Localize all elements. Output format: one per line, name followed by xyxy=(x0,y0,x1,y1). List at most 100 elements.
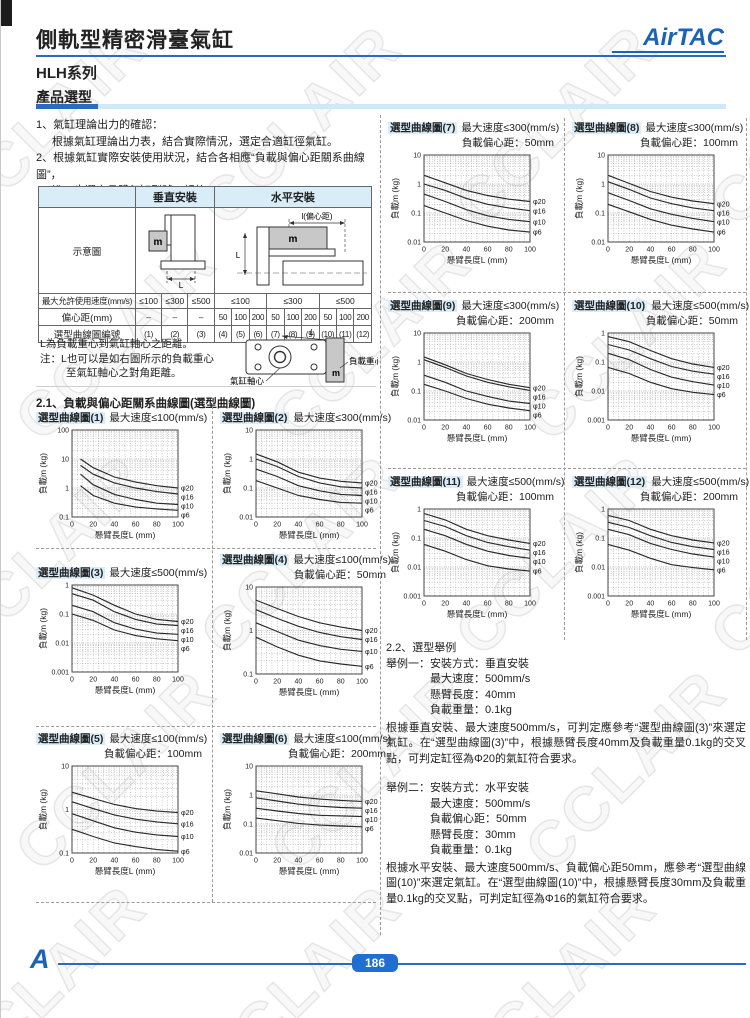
svg-text:100: 100 xyxy=(356,858,368,865)
svg-text:20: 20 xyxy=(441,425,449,432)
example2-paragraph: 根據水平安裝、最大速度500mm/s、負載偏心距50mm，應參考“選型曲線圖(1… xyxy=(386,861,746,905)
svg-text:1: 1 xyxy=(65,486,69,493)
chart-title: 選型曲線圖(1) xyxy=(36,412,106,424)
svg-text:懸臂長度L (mm): 懸臂長度L (mm) xyxy=(447,609,508,619)
svg-text:100: 100 xyxy=(708,601,720,608)
svg-text:100: 100 xyxy=(524,425,536,432)
selection-chart: 選型曲線圖(4) 最大速度≤100(mm/s) 負載偏心距：50mm 0.1 1 10 0 2… xyxy=(220,552,392,713)
svg-text:φ10: φ10 xyxy=(533,557,546,566)
svg-text:100: 100 xyxy=(57,428,69,435)
svg-text:負載m (kg): 負載m (kg) xyxy=(390,356,400,397)
svg-text:φ20: φ20 xyxy=(365,626,378,635)
svg-text:m: m xyxy=(288,234,297,245)
table-cell: 50 xyxy=(213,308,233,326)
chart-title: 選型曲線圖(4) xyxy=(220,554,290,566)
scan-artifact xyxy=(0,0,12,26)
table-cell: (3) xyxy=(187,325,215,343)
svg-text:φ20: φ20 xyxy=(181,808,194,817)
svg-text:1: 1 xyxy=(417,360,421,367)
svg-text:負載m (kg): 負載m (kg) xyxy=(390,178,400,219)
table-cell: ≤100 xyxy=(134,293,163,309)
svg-text:0.001: 0.001 xyxy=(403,594,421,601)
svg-text:20: 20 xyxy=(89,677,97,684)
svg-text:0: 0 xyxy=(70,677,74,684)
chart-title: 選型曲線圖(7) xyxy=(388,122,458,134)
chart-speed-label: 最大速度≤300(mm/s) xyxy=(645,122,744,134)
divider xyxy=(36,726,376,727)
chart-title: 選型曲線圖(8) xyxy=(572,122,642,134)
svg-text:0: 0 xyxy=(606,601,610,608)
svg-text:0.01: 0.01 xyxy=(591,240,605,247)
svg-text:60: 60 xyxy=(484,425,492,432)
svg-text:懸臂長度L (mm): 懸臂長度L (mm) xyxy=(95,685,156,695)
svg-text:40: 40 xyxy=(295,522,303,529)
svg-text:φ6: φ6 xyxy=(717,565,726,574)
row-label-eccentricity: 偏心距(mm) xyxy=(38,308,136,326)
svg-text:20: 20 xyxy=(625,247,633,254)
svg-text:負載m (kg): 負載m (kg) xyxy=(574,178,584,219)
selection-chart: 選型曲線圖(1) 最大速度≤100(mm/s) 0.1 1 10 100 0 20 40 60 80… xyxy=(36,410,208,556)
divider xyxy=(36,902,376,903)
svg-text:40: 40 xyxy=(111,858,119,865)
example2-line: 最大速度：500mm/s xyxy=(430,797,531,810)
svg-text:1: 1 xyxy=(249,628,253,635)
svg-text:60: 60 xyxy=(132,858,140,865)
table-cell: 200 xyxy=(301,308,320,326)
svg-text:φ16: φ16 xyxy=(717,208,730,217)
svg-text:φ10: φ10 xyxy=(181,635,194,644)
chart-canvas: 0.1 1 10 100 0 20 40 60 80 100 懸臂長度L (mm) 負載m (kg) φ… xyxy=(38,428,194,540)
svg-text:懸臂長度L (mm): 懸臂長度L (mm) xyxy=(631,433,692,443)
logo-underline xyxy=(612,51,724,53)
svg-text:負載m (kg): 負載m (kg) xyxy=(38,608,48,649)
selection-chart: 選型曲線圖(3) 最大速度≤500(mm/s) 0.001 0.01 0.1 1 0 20 40… xyxy=(36,565,208,711)
table-cell: 200 xyxy=(248,308,268,326)
svg-text:0.1: 0.1 xyxy=(595,211,605,218)
selection-chart: 選型曲線圖(7) 最大速度≤300(mm/s) 負載偏心距：50mm 0.01 0.1 1… xyxy=(388,120,560,281)
svg-text:80: 80 xyxy=(505,425,513,432)
svg-text:φ16: φ16 xyxy=(365,635,378,644)
svg-text:0.01: 0.01 xyxy=(591,565,605,572)
svg-text:1: 1 xyxy=(65,583,69,590)
svg-text:懸臂長度L (mm): 懸臂長度L (mm) xyxy=(447,255,508,265)
example1-line: 負載重量：0.1kg xyxy=(430,704,512,716)
chart-title: 選型曲線圖(5) xyxy=(36,733,106,745)
col-header-vertical: 垂直安裝 xyxy=(134,186,215,208)
svg-text:L: L xyxy=(310,328,314,337)
svg-text:φ6: φ6 xyxy=(181,511,190,520)
intro-line: 1、氣缸理論出力的確認： xyxy=(36,119,164,131)
svg-text:10: 10 xyxy=(413,153,421,160)
svg-text:100: 100 xyxy=(356,522,368,529)
svg-text:φ10: φ10 xyxy=(181,832,194,841)
selection-chart: 選型曲線圖(9) 最大速度≤300(mm/s) 負載偏心距：200mm 0.01 0.1… xyxy=(388,298,560,459)
svg-text:φ16: φ16 xyxy=(365,806,378,815)
svg-text:40: 40 xyxy=(647,425,655,432)
svg-text:80: 80 xyxy=(689,247,697,254)
chart-eccentricity-label: 負載偏心距：200mm xyxy=(287,748,386,760)
chart-speed-label: 最大速度≤500(mm/s) xyxy=(651,300,750,312)
svg-text:懸臂長度L (mm): 懸臂長度L (mm) xyxy=(279,687,340,697)
svg-text:φ10: φ10 xyxy=(181,502,194,511)
svg-text:20: 20 xyxy=(89,858,97,865)
svg-text:0.1: 0.1 xyxy=(59,612,69,619)
table-cell: ≤300 xyxy=(161,293,189,309)
svg-text:φ6: φ6 xyxy=(181,644,190,653)
svg-text:40: 40 xyxy=(463,247,471,254)
svg-text:10: 10 xyxy=(245,585,253,592)
svg-text:負載m (kg): 負載m (kg) xyxy=(574,532,584,573)
svg-text:0: 0 xyxy=(254,858,258,865)
page-edge-line xyxy=(0,0,1,1018)
svg-text:1: 1 xyxy=(249,457,253,464)
vertical-mount-diagram: m L xyxy=(134,207,215,294)
svg-text:φ6: φ6 xyxy=(365,824,374,833)
airtac-mark-icon: A xyxy=(30,944,50,974)
svg-text:負載m (kg): 負載m (kg) xyxy=(390,532,400,573)
example1-head: 舉例一：安裝方式：垂直安裝 xyxy=(386,657,529,670)
svg-text:φ16: φ16 xyxy=(181,493,194,502)
svg-text:φ16: φ16 xyxy=(365,487,378,496)
svg-text:φ16: φ16 xyxy=(533,206,546,215)
table-cell: – xyxy=(187,308,215,326)
chart-eccentricity-label: 負載偏心距：50mm xyxy=(293,569,386,581)
chart-speed-label: 最大速度≤500(mm/s) xyxy=(466,476,565,488)
